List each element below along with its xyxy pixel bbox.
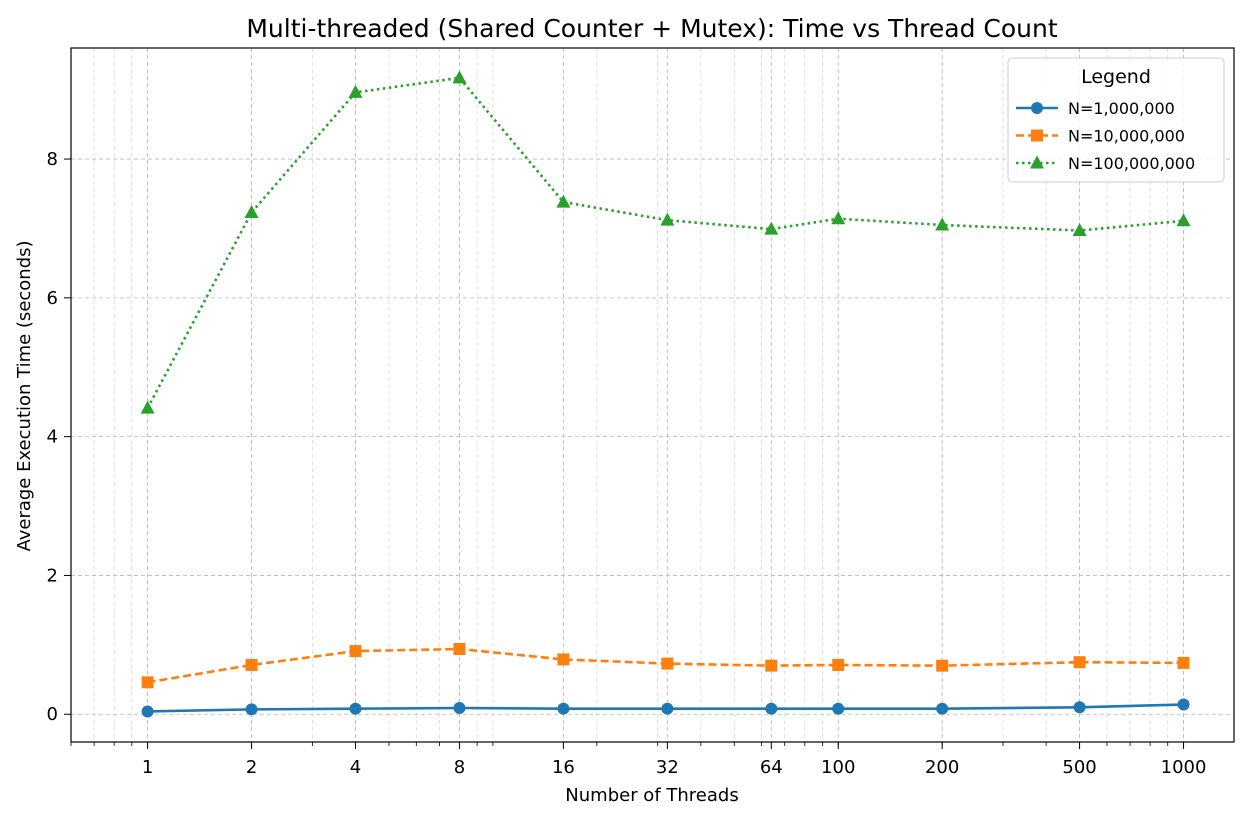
data-point-circle bbox=[1073, 701, 1086, 714]
data-point-triangle bbox=[556, 194, 571, 208]
data-point-square bbox=[1177, 656, 1190, 669]
series-3 bbox=[140, 70, 1191, 414]
data-point-square bbox=[832, 658, 845, 671]
x-tick-label: 1000 bbox=[1161, 757, 1207, 778]
x-tick-label: 4 bbox=[350, 757, 361, 778]
axes: 1 2 4 8 16 32 64 100 200 500 1000 0 2 4 6 8 bbox=[47, 149, 1207, 778]
legend-marker-triangle bbox=[1030, 155, 1044, 169]
data-point-square bbox=[245, 658, 258, 671]
x-tick-label: 1 bbox=[142, 757, 153, 778]
series-1 bbox=[141, 698, 1190, 718]
legend-box bbox=[1007, 57, 1225, 183]
plot-frame bbox=[70, 47, 1235, 743]
data-point-square bbox=[453, 643, 466, 656]
data-point-triangle bbox=[140, 400, 155, 414]
x-tick-label: 100 bbox=[821, 757, 855, 778]
data-point-square bbox=[1073, 656, 1086, 669]
legend-label: N=10,000,000 bbox=[1068, 127, 1185, 146]
legend: Legend N=1,000,000 N=10,000,000 N=100,000,… bbox=[1007, 57, 1225, 183]
series-layer bbox=[140, 70, 1191, 718]
x-tick-label: 2 bbox=[246, 757, 257, 778]
data-point-circle bbox=[453, 701, 466, 714]
data-point-circle bbox=[557, 702, 570, 715]
data-point-square bbox=[557, 653, 570, 666]
series-line bbox=[146, 76, 1184, 409]
data-point-square bbox=[936, 659, 949, 672]
data-point-circle bbox=[936, 702, 949, 715]
legend-label: N=1,000,000 bbox=[1068, 99, 1175, 118]
legend-items: N=1,000,000 N=10,000,000 N=100,000,000 bbox=[1016, 99, 1195, 173]
data-point-circle bbox=[832, 702, 845, 715]
data-point-triangle bbox=[348, 84, 363, 98]
legend-item: N=10,000,000 bbox=[1016, 127, 1185, 146]
data-point-triangle bbox=[452, 70, 467, 84]
data-point-triangle bbox=[935, 217, 950, 231]
data-point-triangle bbox=[1176, 213, 1191, 227]
legend-marker-square bbox=[1031, 129, 1043, 142]
y-tick-label: 2 bbox=[47, 565, 58, 586]
x-tick-label: 64 bbox=[760, 757, 783, 778]
data-point-circle bbox=[141, 705, 154, 718]
legend-label: N=100,000,000 bbox=[1068, 154, 1195, 173]
legend-title: Legend bbox=[1081, 66, 1151, 88]
data-point-square bbox=[141, 676, 154, 689]
data-point-circle bbox=[1177, 698, 1190, 711]
data-point-circle bbox=[349, 702, 362, 715]
y-tick-label: 4 bbox=[47, 427, 58, 448]
data-point-triangle bbox=[1072, 223, 1087, 237]
x-tick-label: 32 bbox=[656, 757, 679, 778]
x-axis-label: Number of Threads bbox=[565, 785, 738, 806]
series-2 bbox=[141, 643, 1190, 689]
data-point-triangle bbox=[831, 211, 846, 225]
y-axis-label: Average Execution Time (seconds) bbox=[14, 240, 35, 551]
x-tick-label: 16 bbox=[552, 757, 575, 778]
data-point-circle bbox=[765, 702, 778, 715]
x-tick-label: 500 bbox=[1062, 757, 1096, 778]
data-point-square bbox=[349, 645, 362, 658]
data-point-square bbox=[765, 659, 778, 672]
data-point-triangle bbox=[764, 221, 779, 235]
data-point-circle bbox=[661, 702, 674, 715]
y-tick-label: 6 bbox=[47, 288, 58, 309]
data-point-triangle bbox=[660, 212, 675, 226]
legend-item: N=100,000,000 bbox=[1016, 154, 1195, 173]
x-tick-label: 8 bbox=[454, 757, 465, 778]
data-point-triangle bbox=[244, 204, 259, 218]
grid bbox=[70, 48, 1234, 742]
y-tick-label: 8 bbox=[47, 149, 58, 170]
y-tick-label: 0 bbox=[47, 704, 58, 725]
chart-title: Multi-threaded (Shared Counter + Mutex):… bbox=[246, 14, 1058, 43]
x-tick-label: 200 bbox=[925, 757, 959, 778]
legend-marker-circle bbox=[1031, 102, 1043, 114]
legend-item: N=1,000,000 bbox=[1016, 99, 1175, 118]
data-point-square bbox=[661, 657, 674, 670]
data-point-circle bbox=[245, 703, 258, 716]
